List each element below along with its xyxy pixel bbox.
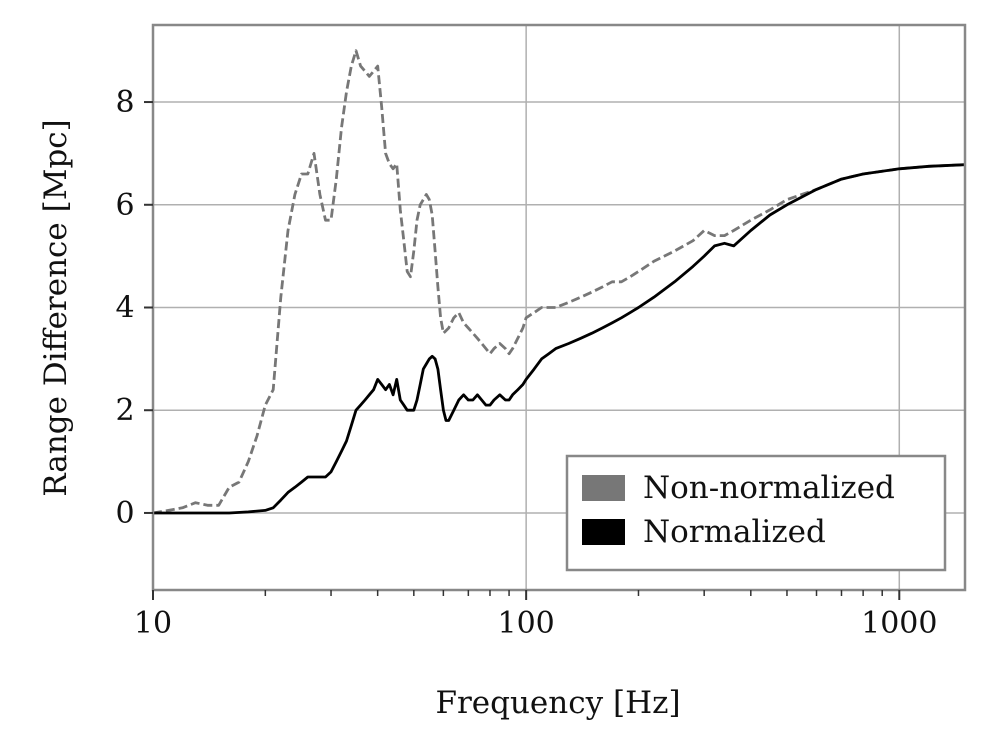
y-tick-label: 4 xyxy=(115,291,134,326)
x-tick-label: 1000 xyxy=(861,606,937,641)
legend-swatch xyxy=(582,519,625,545)
series-line-non-normalized xyxy=(152,49,966,515)
x-tick-label: 10 xyxy=(134,606,172,641)
x-tick-label: 100 xyxy=(498,606,555,641)
x-axis-label: Frequency [Hz] xyxy=(435,685,680,721)
legend: Non-normalized Normalized xyxy=(565,454,947,572)
axis-ticks: 0 2 4 6 8 10 100 1000 xyxy=(115,85,937,641)
y-tick-label: 8 xyxy=(115,85,134,120)
legend-swatch xyxy=(582,475,625,501)
legend-label: Non-normalized xyxy=(643,470,895,506)
legend-label: Normalized xyxy=(643,514,826,550)
legend-frame xyxy=(565,454,947,572)
series-line-normalized xyxy=(153,163,966,515)
y-tick-label: 6 xyxy=(115,188,134,223)
y-tick-label: 0 xyxy=(115,496,134,531)
series-lines xyxy=(152,49,966,515)
y-tick-label: 2 xyxy=(115,393,134,428)
y-axis-label: Range Difference [Mpc] xyxy=(38,119,74,497)
